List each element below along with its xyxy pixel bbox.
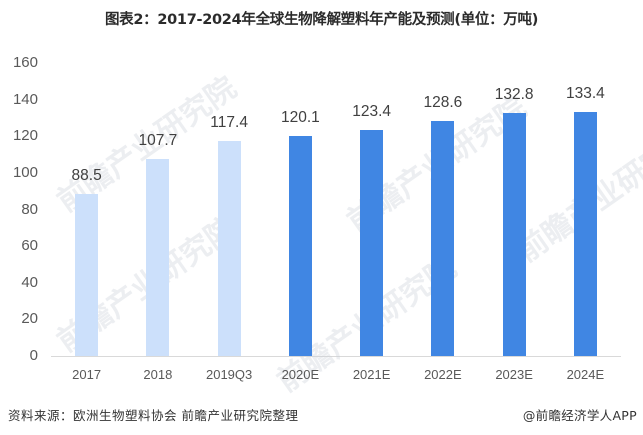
y-tick-label: 60 <box>21 237 38 255</box>
y-tick-label: 80 <box>21 200 38 218</box>
x-tick-label: 2020E <box>281 367 320 382</box>
x-tick-label: 2023E <box>495 367 533 382</box>
bar-2020E <box>288 136 312 356</box>
credit-note: @前瞻经济学人APP <box>522 408 637 423</box>
x-tick-label: 2024E <box>566 367 605 382</box>
bar-2024E <box>573 111 597 356</box>
bar-2021E <box>360 130 384 356</box>
value-label: 88.5 <box>71 166 102 184</box>
value-label: 132.8 <box>494 85 534 103</box>
bar-2023E <box>502 112 526 356</box>
y-tick-label: 40 <box>21 273 38 291</box>
value-label: 107.7 <box>138 131 178 149</box>
y-tick-label: 20 <box>21 310 38 328</box>
y-tick-label: 0 <box>29 347 38 364</box>
x-tick-label: 2022E <box>424 367 462 382</box>
value-label: 123.4 <box>352 103 392 121</box>
y-tick-label: 100 <box>12 163 38 181</box>
y-tick-label: 140 <box>12 90 38 108</box>
value-label: 128.6 <box>423 93 463 111</box>
bar-2018 <box>146 158 170 356</box>
bar-2022E <box>431 120 455 356</box>
value-label: 120.1 <box>280 109 320 127</box>
value-label: 117.4 <box>210 114 248 131</box>
source-note: 资料来源：欧洲生物塑料协会 前瞻产业研究院整理 <box>8 408 299 423</box>
y-tick-label: 160 <box>12 54 38 71</box>
x-axis-line <box>51 356 621 357</box>
bar-2019Q3 <box>217 141 241 356</box>
x-tick-label: 2021E <box>352 367 391 382</box>
y-tick-label: 120 <box>12 127 38 145</box>
chart-title: 图表2：2017-2024年全球生物降解塑料年产能及预测(单位：万吨) <box>104 12 539 28</box>
x-tick-label: 2018 <box>143 367 173 382</box>
bar-2017 <box>75 193 99 356</box>
value-label: 133.4 <box>565 84 605 102</box>
x-tick-label: 2019Q3 <box>205 367 253 382</box>
x-tick-label: 2017 <box>72 367 102 382</box>
